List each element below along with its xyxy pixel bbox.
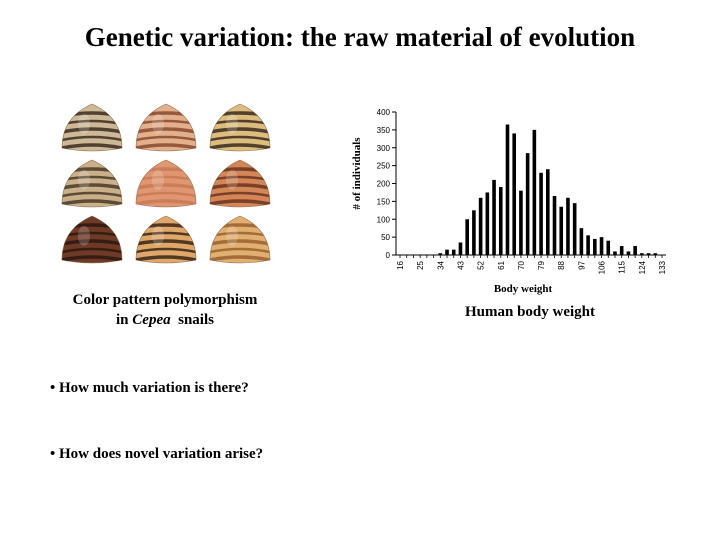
y-tick-label: 350 [377,126,391,135]
histogram-bar [599,237,604,255]
histogram-bar [485,192,490,255]
y-tick-label: 400 [377,108,391,117]
x-tick-label: 25 [416,260,425,269]
histogram-bar [519,190,523,255]
x-tick-label: 34 [436,260,445,269]
histogram-bar [445,249,449,255]
histogram-bar [492,179,496,255]
x-tick-label: 61 [497,260,506,269]
body-weight-histogram: 0 50 100 150 200 250 300 350 400 16 25 34 43 52 61 70 79… [351,108,667,295]
histogram-bar [512,133,517,255]
histogram-bar [532,129,537,255]
histogram-bar [646,253,651,255]
caption-prefix: in [116,312,133,328]
x-tick-label: 16 [396,260,405,269]
histogram-bar [438,253,443,255]
histogram-bar [451,249,456,255]
histogram-bar [545,169,550,255]
snail-caption-line2: in Cepea snails [40,310,290,330]
x-tick-label: 124 [638,260,647,274]
snail-shells-image [61,103,271,264]
histogram-bar [478,197,483,255]
slide-title: Genetic variation: the raw material of e… [84,22,636,52]
snail-shell [135,103,197,152]
snail-caption: Color pattern polymorphism in Cepea snai… [40,290,290,330]
x-tick-label: 52 [477,260,486,269]
histogram-bar [559,206,564,255]
histogram-bar [640,253,644,255]
x-tick-label: 115 [618,260,627,273]
histogram-bar [458,242,463,255]
x-tick-label: 70 [517,260,526,269]
histogram-bar [653,253,658,255]
snail-shell [61,215,123,264]
histogram-bar [606,240,611,255]
snail-shell [61,103,123,152]
snail-shell [209,159,271,208]
y-tick-label: 0 [386,251,391,260]
x-tick-label: 88 [557,260,566,269]
histogram-bar [505,124,510,255]
histogram-bar [525,153,530,255]
histogram-bar [465,219,469,255]
chart-caption: Human body weight [464,304,596,320]
histogram-bar [613,251,617,255]
histogram-bar [572,203,577,255]
bullet-variation-amount: • How much variation is there? [50,380,249,396]
snail-shell [135,159,197,208]
histogram-bar [633,246,637,255]
histogram-bar [472,210,476,255]
histogram-bar [619,246,624,255]
x-tick-label: 133 [658,260,667,274]
y-tick-label: 100 [377,215,391,224]
y-tick-label: 200 [377,180,391,189]
y-tick-label: 250 [377,162,391,171]
histogram-bar [566,197,570,255]
snail-shell [61,159,123,208]
bullet-novel-variation: • How does novel variation arise? [50,446,264,462]
snail-shell [209,103,271,152]
histogram-bar [579,228,584,255]
y-axis-label: # of individuals [351,137,363,210]
x-tick-label: 106 [598,260,607,274]
x-tick-label: 79 [537,260,546,269]
y-tick-label: 150 [377,197,391,206]
histogram-bar [626,251,631,255]
y-tick-label: 300 [377,144,391,153]
snail-caption-line1: Color pattern polymorphism [72,292,258,308]
histogram-bar [593,238,597,255]
snail-shell [209,215,271,264]
x-tick-label: 43 [456,260,465,269]
histogram-bar [586,235,590,255]
histogram-bar [552,196,557,255]
histogram-bar [498,187,503,255]
x-axis-label: Body weight [494,283,553,295]
x-tick-label: 97 [577,260,586,269]
genus-name: Cepea [132,312,171,328]
snail-shell [135,215,197,264]
histogram-bar [539,172,543,255]
y-tick-label: 50 [381,233,390,242]
caption-suffix: snails [170,312,214,328]
